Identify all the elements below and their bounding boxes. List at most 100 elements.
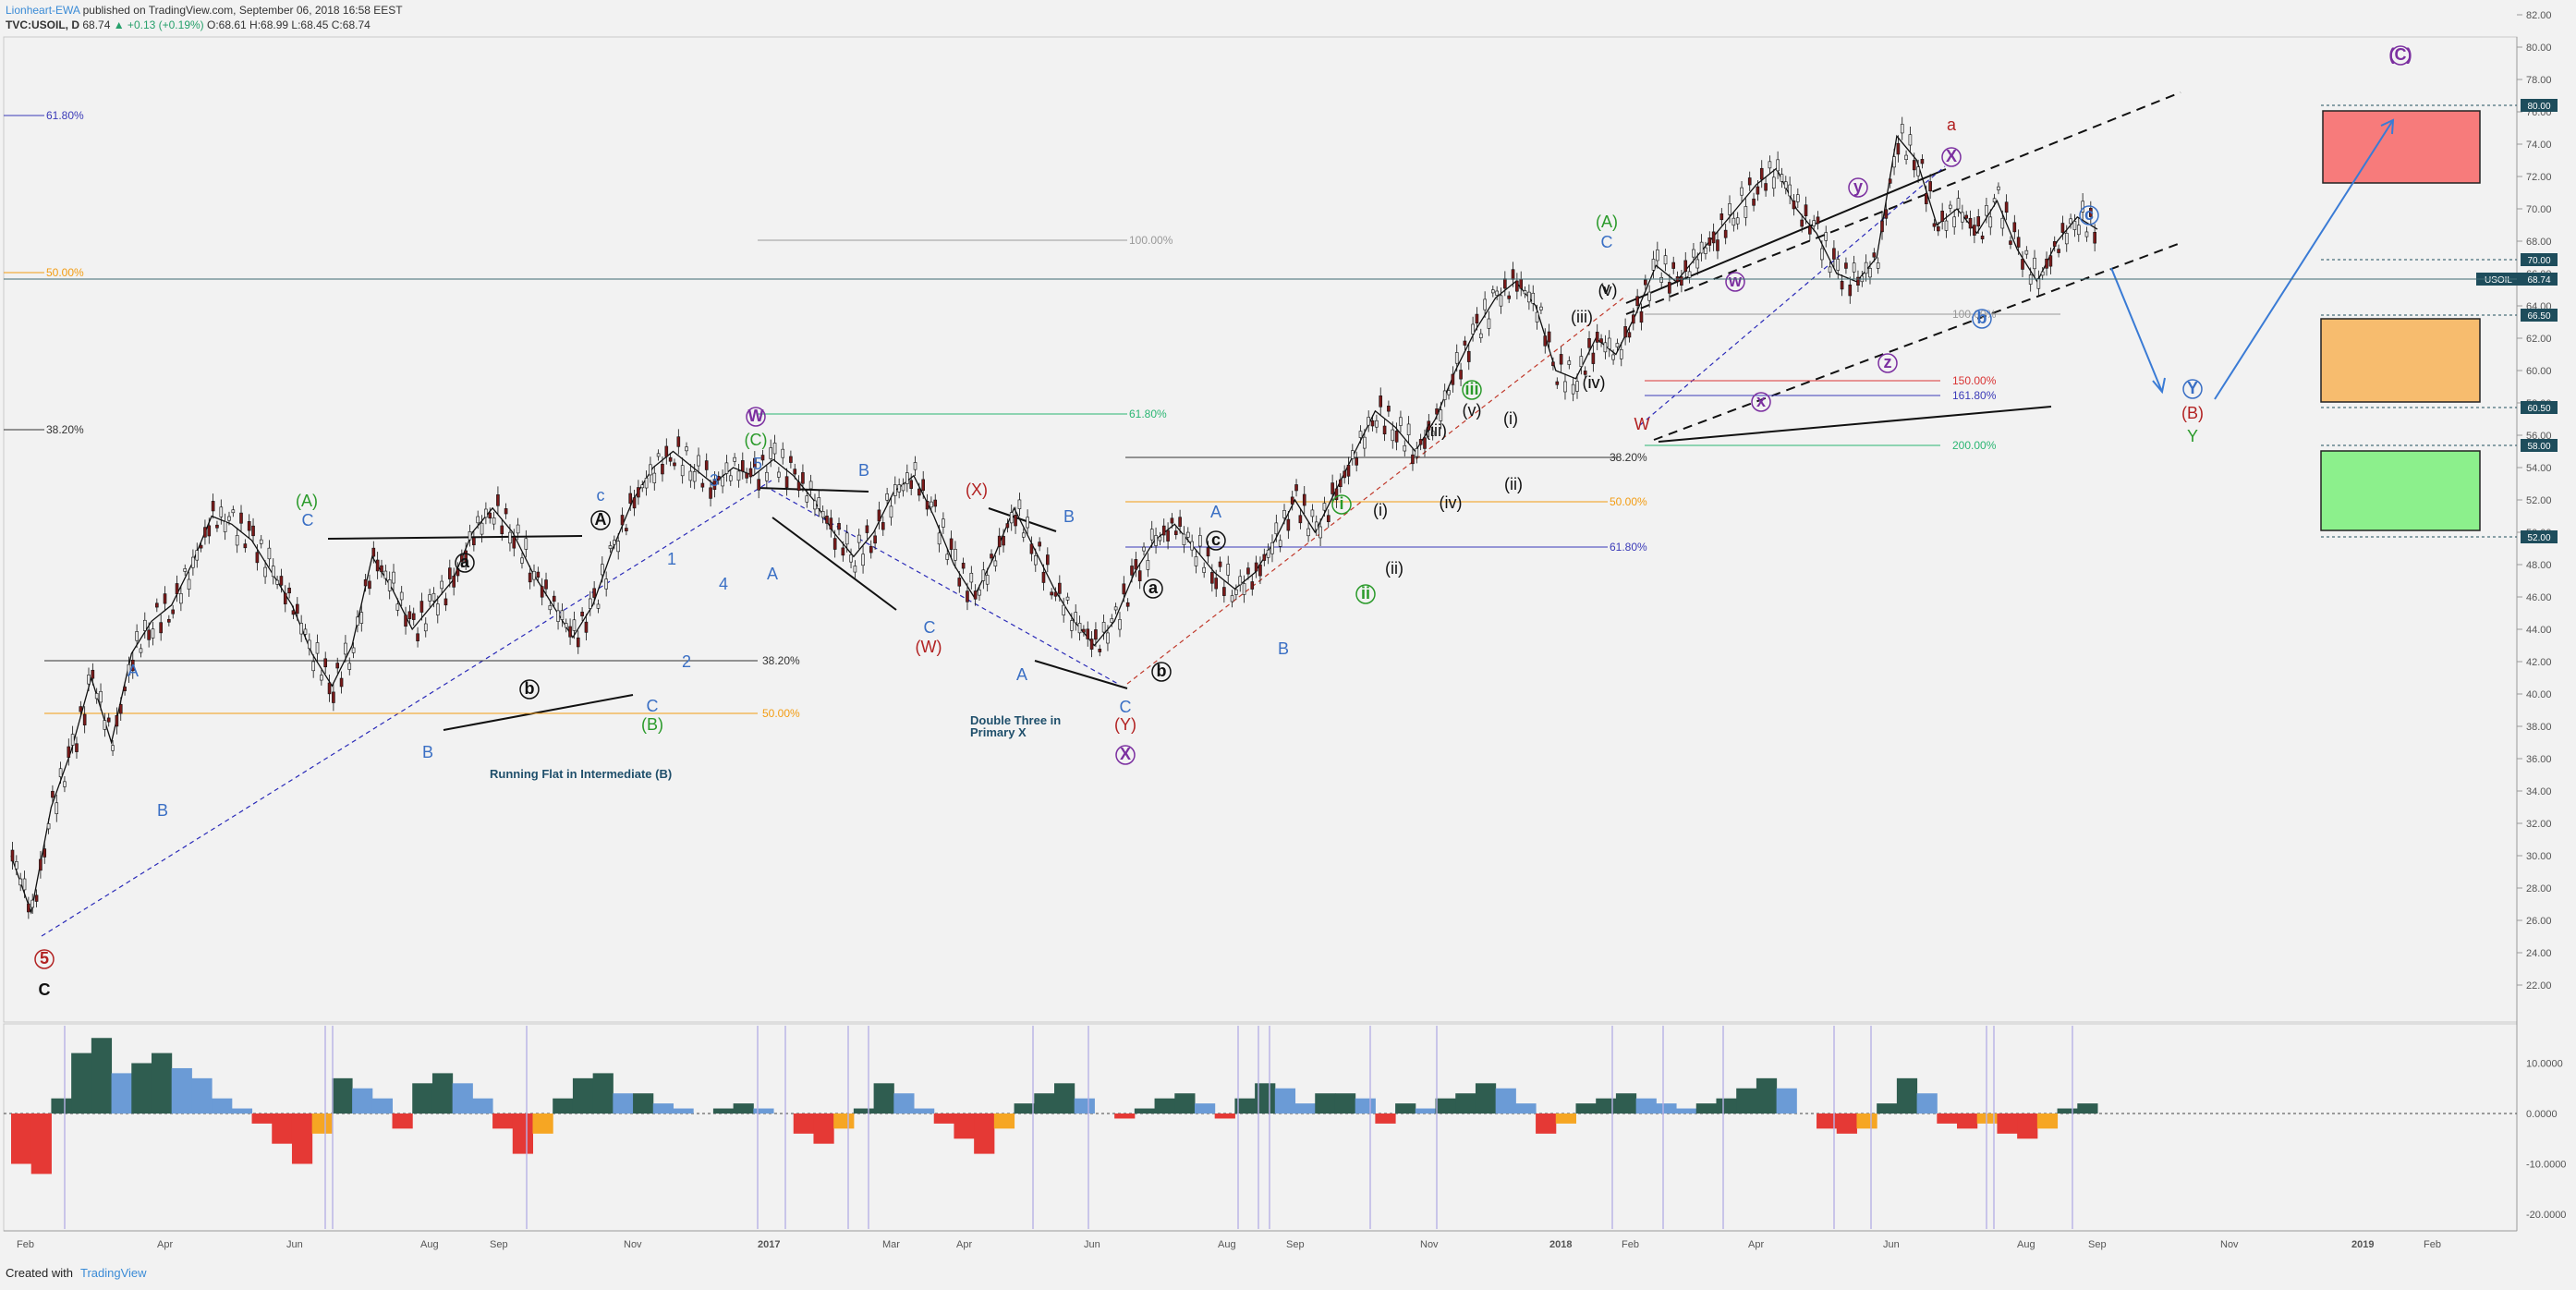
candle-body [1306,528,1310,537]
marker-label: 60.50 [2527,404,2550,414]
wave-label: C [647,697,659,715]
wave-label: iv [1588,373,1600,392]
wave-label: (i) [1373,501,1388,519]
candle-body [613,540,616,545]
candle-body [777,471,781,478]
y-tick-label: 28.00 [2526,883,2552,894]
candle-body [1014,515,1017,527]
osc-bar [813,1114,834,1144]
candle-body [1367,417,1370,426]
candle-body [528,572,532,583]
candle-body [1439,409,1443,421]
fib-levels: 61.80% 50.00% 38.20% 38.20% 50.00% 100.00% 61.… [4,109,2060,720]
wave-circle [2182,379,2203,399]
y-tick-label: 68.00 [2526,237,2552,248]
candle-body [1723,229,1728,238]
dashed-channel [1625,91,2181,441]
candle-body [985,575,990,585]
candle-body [283,592,287,604]
candle-body [191,556,195,568]
candle-body [1852,262,1856,273]
candle-body [1587,337,1591,348]
candle-body [1387,406,1391,412]
candle-body [359,612,364,624]
wave-circle [746,407,766,427]
candle-body [532,570,536,580]
candle-body [1507,295,1511,299]
candle-body [1346,465,1351,477]
wave-label: b [1977,309,1987,327]
candle-body [668,456,673,462]
candle-body [1358,431,1363,438]
candle-body [885,493,889,501]
candle-body [1411,454,1415,465]
candle-body [1137,570,1142,582]
candle-body [58,768,63,777]
candle-body [1956,198,1961,210]
candle-body [1178,517,1182,527]
candle-body [793,469,797,475]
candle-body [1290,496,1294,505]
candle-body [1222,587,1226,596]
candle-body [1322,503,1327,511]
osc-bar [11,1114,32,1164]
candle-body [1603,342,1608,353]
candle-body [728,475,733,481]
candle-body [496,494,500,506]
candle-body [640,484,645,489]
candle-body [2016,237,2021,248]
candle-body [2040,271,2045,276]
osc-tick-label: 10.0000 [2526,1059,2563,1070]
y-tick-label: 32.00 [2526,819,2552,830]
candle-body [685,446,688,452]
candle-body [395,603,400,611]
candle-body [805,495,809,503]
candle-body [909,480,913,489]
candle-body [664,445,669,457]
osc-bar [1315,1093,1336,1114]
osc-bar [452,1083,473,1114]
candle-body [155,602,159,608]
osc-bar [1916,1093,1938,1114]
candle-body [1559,354,1563,365]
fib-level-label: 38.20% [1610,451,1647,464]
author-link[interactable]: Lionheart-EWA [6,4,80,17]
candle-body [1888,178,1892,184]
marker-bg [2521,439,2558,452]
candle-body [1728,203,1732,215]
candle-body [488,512,492,519]
osc-bar [633,1093,654,1114]
candle-body [1961,212,1964,223]
candle-body [2064,233,2069,245]
tradingview-link[interactable]: TradingView [79,1266,147,1280]
candle-body [2045,258,2048,269]
candle-body [27,903,30,913]
osc-bar [974,1114,995,1154]
osc-bar [1294,1103,1316,1114]
x-tick-label: Aug [2017,1239,2035,1250]
wave-label: B [858,461,869,480]
candle-body [1246,567,1250,575]
candle-body [2084,231,2089,237]
candle-body [175,583,179,594]
y-tick-label: 24.00 [2526,948,2552,959]
candle-body [556,610,560,622]
candle-body [1503,278,1507,289]
candle-body [817,497,821,509]
osc-bar [652,1103,674,1114]
y-tick-label: 74.00 [2526,140,2552,151]
candle-body [1435,408,1439,415]
candle-body [1318,526,1322,539]
fib-level-label: 100.00% [1129,234,1173,247]
candle-body [1539,306,1543,310]
wave-label: (B) [641,715,663,734]
candle-body [63,781,67,787]
candle-body [70,734,75,746]
candle-body [2024,249,2029,255]
y-tick-label: 80.00 [2526,43,2552,54]
candle-body [1230,595,1234,602]
wave-circle [455,553,475,573]
osc-bar [853,1108,875,1114]
fib-level-label: 61.80% [46,109,84,122]
